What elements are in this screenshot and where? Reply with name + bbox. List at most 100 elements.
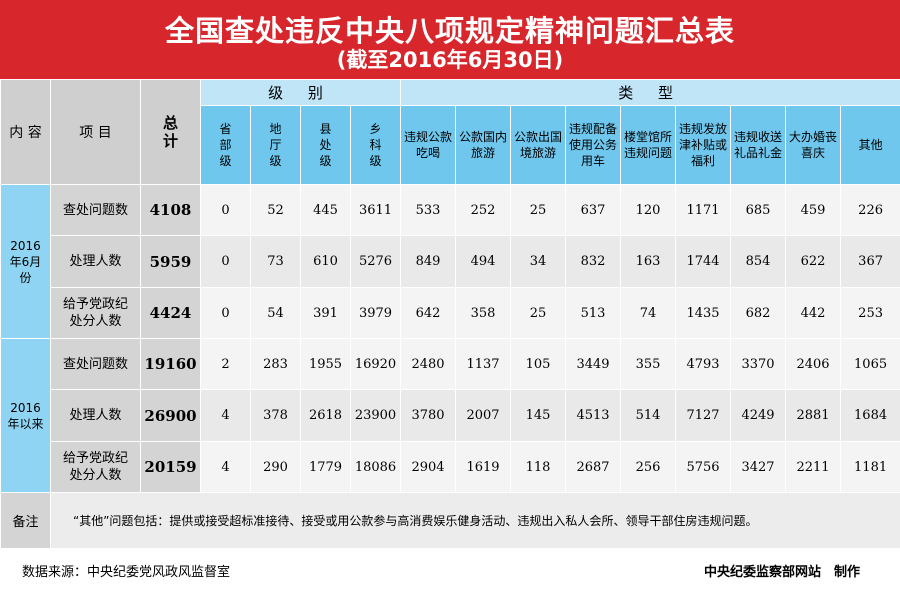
table-cell: 4: [200, 389, 251, 442]
table-cell: 290: [250, 441, 301, 493]
table-cell: 52: [250, 184, 301, 236]
table-cell: 2687: [565, 441, 622, 493]
row-total: 4424: [140, 287, 201, 339]
table-cell: 4249: [730, 389, 787, 442]
table-cell: 1435: [675, 287, 732, 339]
table-cell: 1684: [840, 389, 900, 442]
table-cell: 74: [620, 287, 677, 339]
table-cell: 854: [730, 235, 787, 288]
table-cell: 358: [455, 287, 512, 339]
header-type: 公款出国境旅游: [510, 105, 567, 185]
section-monthly: 2016年6月份 查处问题数 4108 0 52 445 3611 533 252 25 637 12…: [0, 184, 900, 339]
section-ytd: 2016年以来 查处问题数 19160 2 283 1955 16920 2480 1137 10…: [0, 338, 900, 493]
table-cell: 54: [250, 287, 301, 339]
row-item-label: 给予党政纪处分人数: [50, 441, 141, 493]
table-cell: 5756: [675, 441, 732, 493]
table-cell: 1181: [840, 441, 900, 493]
table-cell: 5276: [349, 235, 402, 288]
table-cell: 73: [250, 235, 301, 288]
table-cell: 533: [400, 184, 457, 236]
table-cell: 2881: [785, 389, 842, 442]
header-type: 大办婚丧喜庆: [785, 105, 842, 185]
table-cell: 494: [455, 235, 512, 288]
period-label: 2016年6月份: [0, 184, 51, 339]
table-cell: 7127: [675, 389, 732, 442]
table-cell: 25: [510, 184, 567, 236]
table-cell: 283: [250, 338, 301, 390]
row-item-label: 查处问题数: [50, 338, 141, 390]
table-cell: 4: [200, 441, 251, 493]
header-content: 内 容: [0, 79, 51, 185]
table-cell: 120: [620, 184, 677, 236]
data-source: 数据来源：中央纪委党风政风监督室: [22, 565, 231, 580]
table-cell: 0: [200, 235, 251, 288]
table-cell: 355: [620, 338, 677, 390]
table-row: 给予党政纪处分人数 4424 0 54 391 3979 642 358 25 513 74 1435…: [1, 287, 900, 339]
title-banner: 全国查处违反中央八项规定精神问题汇总表 (截至2016年6月30日): [0, 0, 900, 79]
table-cell: 637: [565, 184, 622, 236]
row-total: 26900: [140, 389, 201, 442]
row-item-label: 给予党政纪处分人数: [50, 287, 141, 339]
header-type-group: 类 型: [400, 79, 900, 106]
table-cell: 391: [300, 287, 351, 339]
table-cell: 3370: [730, 338, 787, 390]
table-cell: 378: [250, 389, 301, 442]
table-cell: 622: [785, 235, 842, 288]
table-cell: 16920: [349, 338, 402, 390]
table-cell: 118: [510, 441, 567, 493]
table-row: 处理人数 5959 0 73 610 5276 849 494 34 832 163 1744 854 6…: [1, 235, 900, 288]
header-level-group: 级 别: [199, 79, 402, 106]
row-item-label: 处理人数: [50, 235, 141, 288]
header-type: 违规公款吃喝: [400, 105, 457, 185]
header-level: 乡科级: [349, 105, 402, 185]
table-cell: 0: [200, 287, 251, 339]
table-cell: 4793: [675, 338, 732, 390]
table-cell: 256: [620, 441, 677, 493]
table-cell: 2007: [455, 389, 512, 442]
producer: 中央纪委监察部网站 制作: [703, 565, 860, 580]
table-cell: 226: [840, 184, 900, 236]
header-type: 违规配备使用公务用车: [565, 105, 622, 185]
table-cell: 4513: [565, 389, 622, 442]
table-cell: 23900: [349, 389, 402, 442]
header-type: 公款国内旅游: [455, 105, 512, 185]
table-cell: 459: [785, 184, 842, 236]
table-cell: 18086: [349, 441, 402, 493]
table-cell: 2: [200, 338, 251, 390]
table-cell: 34: [510, 235, 567, 288]
table-cell: 1955: [300, 338, 351, 390]
table-cell: 163: [620, 235, 677, 288]
table-cell: 442: [785, 287, 842, 339]
row-total: 4108: [140, 184, 201, 236]
header-type: 其他: [840, 105, 900, 185]
summary-table: 内 容 项 目 总计 级 别 类 型 省部级 地厅级 县处级 乡科级 违规公款吃…: [0, 79, 900, 549]
header-item: 项 目: [50, 79, 141, 185]
header-level: 地厅级: [250, 105, 301, 185]
table-cell: 1137: [455, 338, 512, 390]
header-type: 违规发放津补贴或福利: [675, 105, 732, 185]
table-cell: 849: [400, 235, 457, 288]
row-item-label: 查处问题数: [50, 184, 141, 236]
table-cell: 3427: [730, 441, 787, 493]
table-cell: 367: [840, 235, 900, 288]
table-cell: 682: [730, 287, 787, 339]
row-total: 5959: [140, 235, 201, 288]
table-cell: 25: [510, 287, 567, 339]
header-level: 县处级: [300, 105, 351, 185]
table-cell: 513: [565, 287, 622, 339]
table-cell: 2618: [300, 389, 351, 442]
header-type: 楼堂馆所违规问题: [620, 105, 677, 185]
row-total: 20159: [140, 441, 201, 493]
table-cell: 445: [300, 184, 351, 236]
table-row: 2016年以来 查处问题数 19160 2 283 1955 16920 2480 1137 10…: [0, 338, 900, 493]
note-text: “其他”问题包括：提供或接受超标准接待、接受或用公款参与高消费娱乐健身活动、违规…: [49, 492, 900, 549]
row-total: 19160: [140, 338, 201, 390]
table-cell: 3449: [565, 338, 622, 390]
note-label: 备注: [0, 492, 51, 549]
table-cell: 252: [455, 184, 512, 236]
table-cell: 1744: [675, 235, 732, 288]
table-cell: 253: [840, 287, 900, 339]
table-cell: 1171: [675, 184, 732, 236]
page-title: 全国查处违反中央八项规定精神问题汇总表: [164, 14, 735, 48]
table-cell: 145: [510, 389, 567, 442]
